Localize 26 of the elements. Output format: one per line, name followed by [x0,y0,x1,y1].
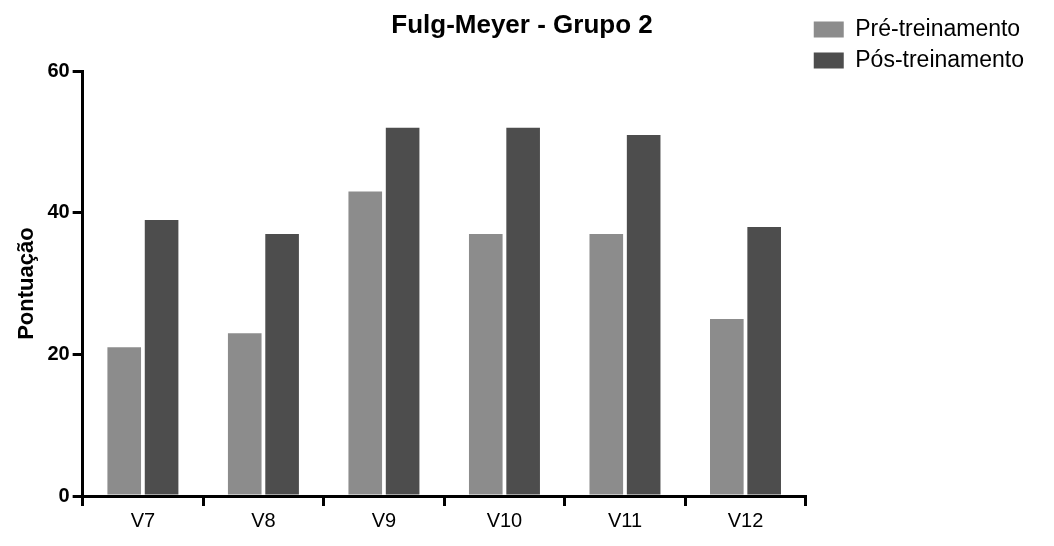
x-tick-label: V9 [371,508,397,531]
bar [710,319,744,495]
bar [506,127,540,495]
x-tick-label: V7 [130,508,156,531]
bar [227,333,262,495]
x-tick-label: V12 [727,508,764,531]
bar [385,127,420,495]
legend-label: Pós-treinamento [855,45,1024,72]
y-tick-label: 0 [58,483,70,506]
bar [107,347,142,495]
y-axis-title: Pontuação [13,227,39,340]
bar [348,191,383,495]
x-tick-label: V10 [486,508,523,531]
bar [468,234,503,495]
y-tick-label: 20 [47,341,70,364]
bar [747,226,781,495]
legend-label: Pré-treinamento [855,14,1021,41]
bar [589,234,624,495]
bar [265,234,299,495]
bar [626,134,661,495]
y-tick-label: 60 [47,58,70,81]
chart-title: Fulg-Meyer - Grupo 2 [391,8,653,39]
x-tick-label: V8 [251,508,276,531]
x-tick-label: V11 [607,508,643,531]
y-tick-label: 40 [47,200,70,223]
bar [144,219,179,495]
